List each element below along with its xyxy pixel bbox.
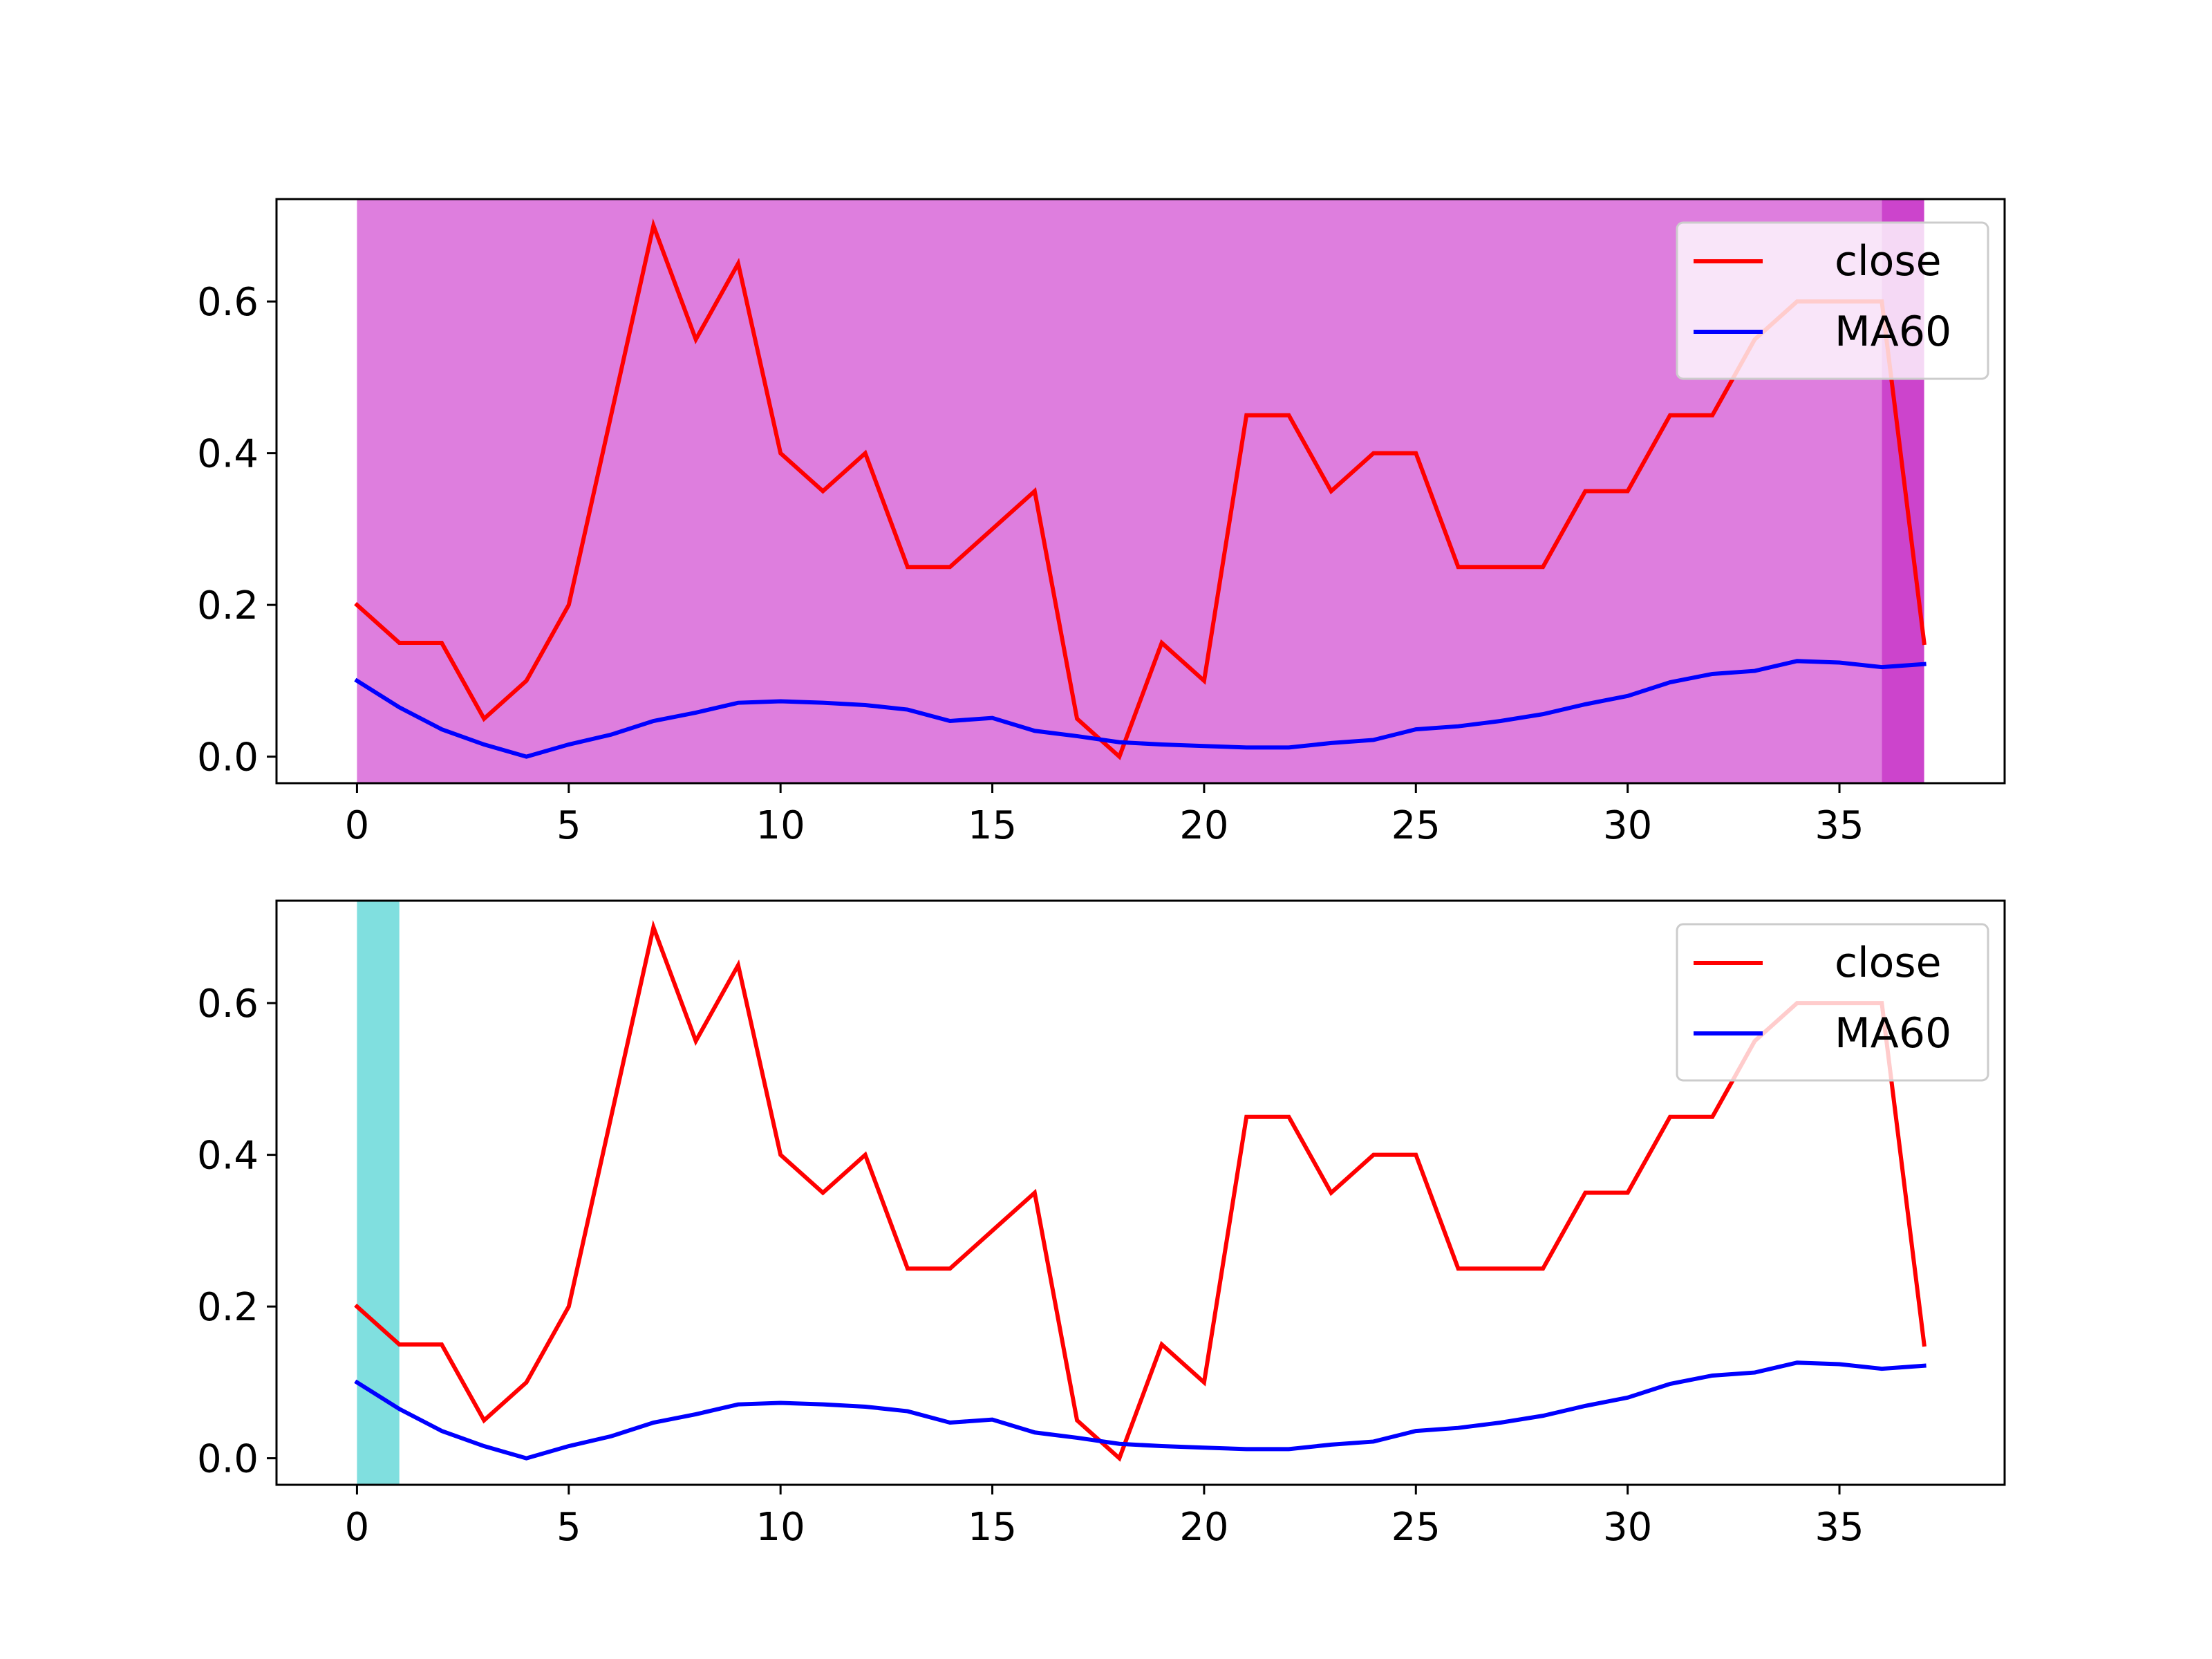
legend-label-close: close [1835,237,1942,285]
y-tick-label: 0.6 [197,982,259,1027]
x-tick-label: 10 [756,1505,805,1550]
legend: close MA60 [1676,221,1989,380]
x-tick-label: 5 [556,803,581,848]
series-line-close [354,218,1927,760]
x-tick-label: 25 [1391,803,1441,848]
chart-panel-top: 0 5 10 15 20 25 30 35 0.0 0.2 0.4 0.6 close MA60 [197,198,2006,848]
x-tick-label: 30 [1603,803,1652,848]
legend-label-ma60: MA60 [1835,308,1951,356]
y-tick-label: 0.6 [197,280,259,325]
x-tick-label: 10 [756,803,805,848]
y-tick-label: 0.2 [197,583,259,628]
x-tick-label: 25 [1391,1505,1441,1550]
legend-label-close: close [1835,939,1942,987]
x-tick-label: 5 [556,1505,581,1550]
legend: close MA60 [1676,923,1989,1082]
legend-label-ma60: MA60 [1835,1009,1951,1058]
y-tick-label: 0.4 [197,1134,259,1179]
chart-panel-bottom: 0 5 10 15 20 25 30 35 0.0 0.2 0.4 0.6 close MA60 [197,899,2006,1550]
axes-frame [275,899,2006,1486]
x-tick-label: 35 [1815,1505,1864,1550]
y-tick-label: 0.0 [197,735,259,780]
x-tick-label: 0 [345,1505,370,1550]
x-tick-label: 20 [1179,1505,1228,1550]
series-line-ma60 [354,1360,1927,1461]
x-tick-label: 15 [968,1505,1017,1550]
x-tick-label: 0 [345,803,370,848]
series-line-ma60 [354,659,1927,759]
y-tick-label: 0.2 [197,1285,259,1330]
y-tick-label: 0.0 [197,1437,259,1482]
x-tick-label: 15 [968,803,1017,848]
x-tick-label: 35 [1815,803,1864,848]
series-line-close [354,919,1927,1462]
x-tick-label: 20 [1179,803,1228,848]
x-tick-label: 30 [1603,1505,1652,1550]
axes-frame [275,198,2006,785]
highlight-span [357,199,1882,783]
y-tick-label: 0.4 [197,432,259,477]
